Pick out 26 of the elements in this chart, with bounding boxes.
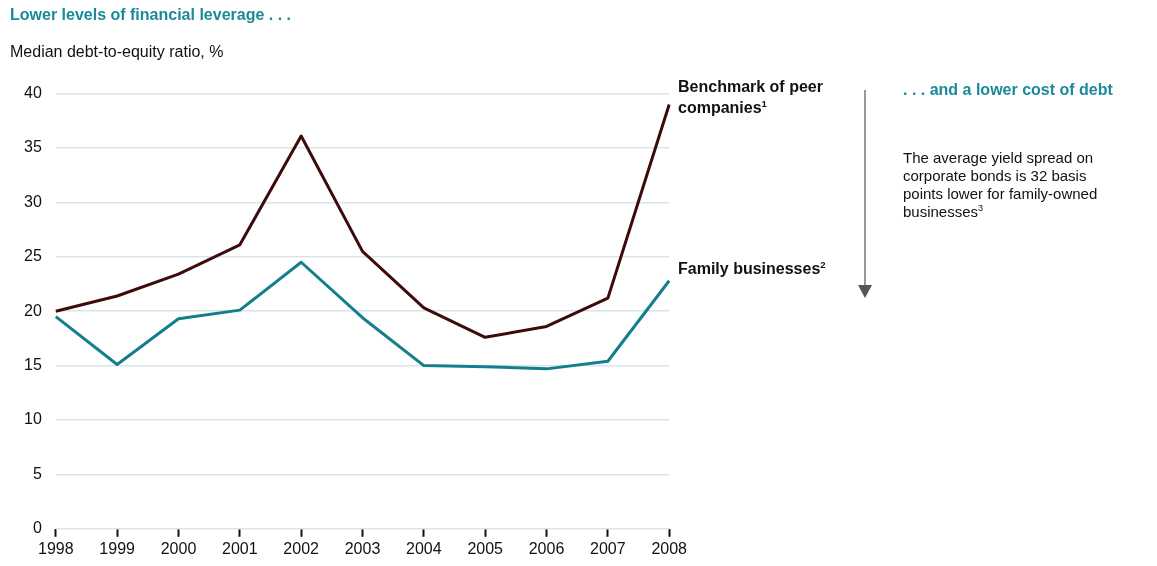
text: . . . and a lower cost of debt: [903, 81, 1113, 99]
series-label: Family businesses$^{2}$: [678, 258, 827, 279]
y-axis-title: Median debt-to-equity ratio, %: [10, 43, 224, 61]
x-tick-label: 1998: [38, 539, 74, 557]
x-tick-label: 1999: [99, 539, 136, 557]
y-tick-label: 15: [24, 356, 42, 374]
x-tick-label: 2003: [344, 539, 381, 557]
y-tick-label: 20: [24, 301, 42, 319]
y-tick-label: 5: [32, 464, 42, 482]
chart-title: Lower levels of financial leverage . . .: [10, 6, 291, 24]
x-tick-label: 2000: [160, 539, 197, 557]
x-tick-label: 2002: [283, 539, 320, 557]
y-tick-label: 0: [32, 519, 42, 537]
series-label: Benchmark of peer companies$^{1}$: [678, 77, 824, 118]
y-tick-label: 30: [24, 192, 42, 210]
x-tick-label: 2004: [406, 539, 442, 557]
x-tick-label: 2001: [222, 539, 258, 557]
x-tick-label: 2005: [467, 539, 504, 557]
text: The average yield spread on corporate bonds is 32 basis points lower for family-owned businesses$^{3}$: [903, 149, 1099, 221]
x-tick-label: 2006: [528, 539, 565, 557]
y-tick-label: 10: [24, 410, 42, 428]
x-tick-label: 2007: [590, 539, 626, 557]
y-tick-label: 35: [24, 138, 42, 156]
x-tick-label: 2008: [651, 539, 688, 557]
y-tick-label: 40: [24, 84, 42, 102]
y-tick-label: 25: [24, 247, 42, 265]
